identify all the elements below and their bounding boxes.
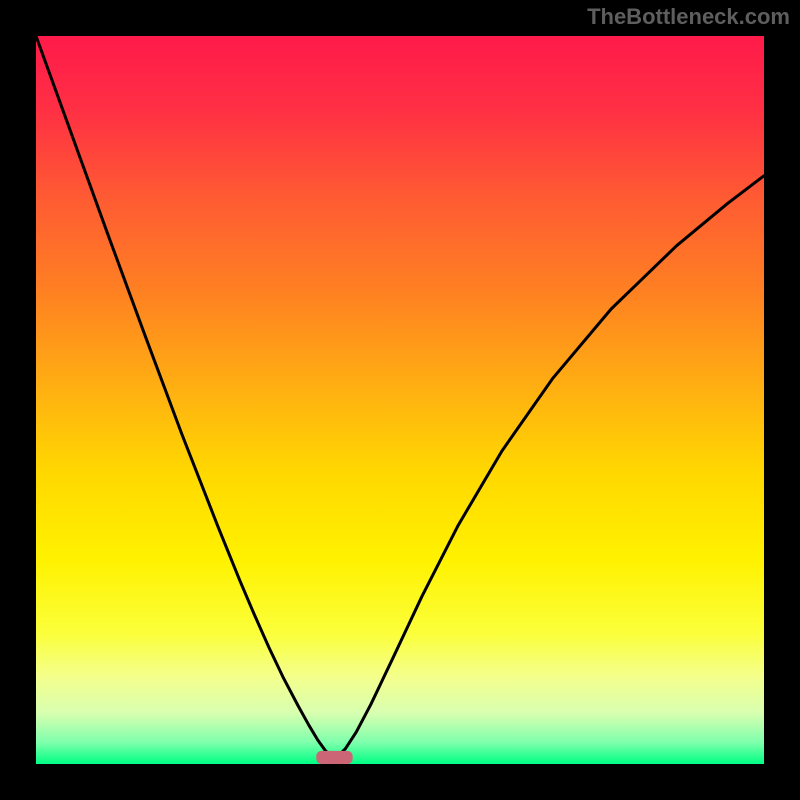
chart-background bbox=[36, 36, 764, 764]
watermark-text: TheBottleneck.com bbox=[587, 4, 790, 30]
minimum-marker bbox=[316, 751, 352, 764]
chart-svg bbox=[36, 36, 764, 764]
chart-plot-area bbox=[36, 36, 764, 764]
